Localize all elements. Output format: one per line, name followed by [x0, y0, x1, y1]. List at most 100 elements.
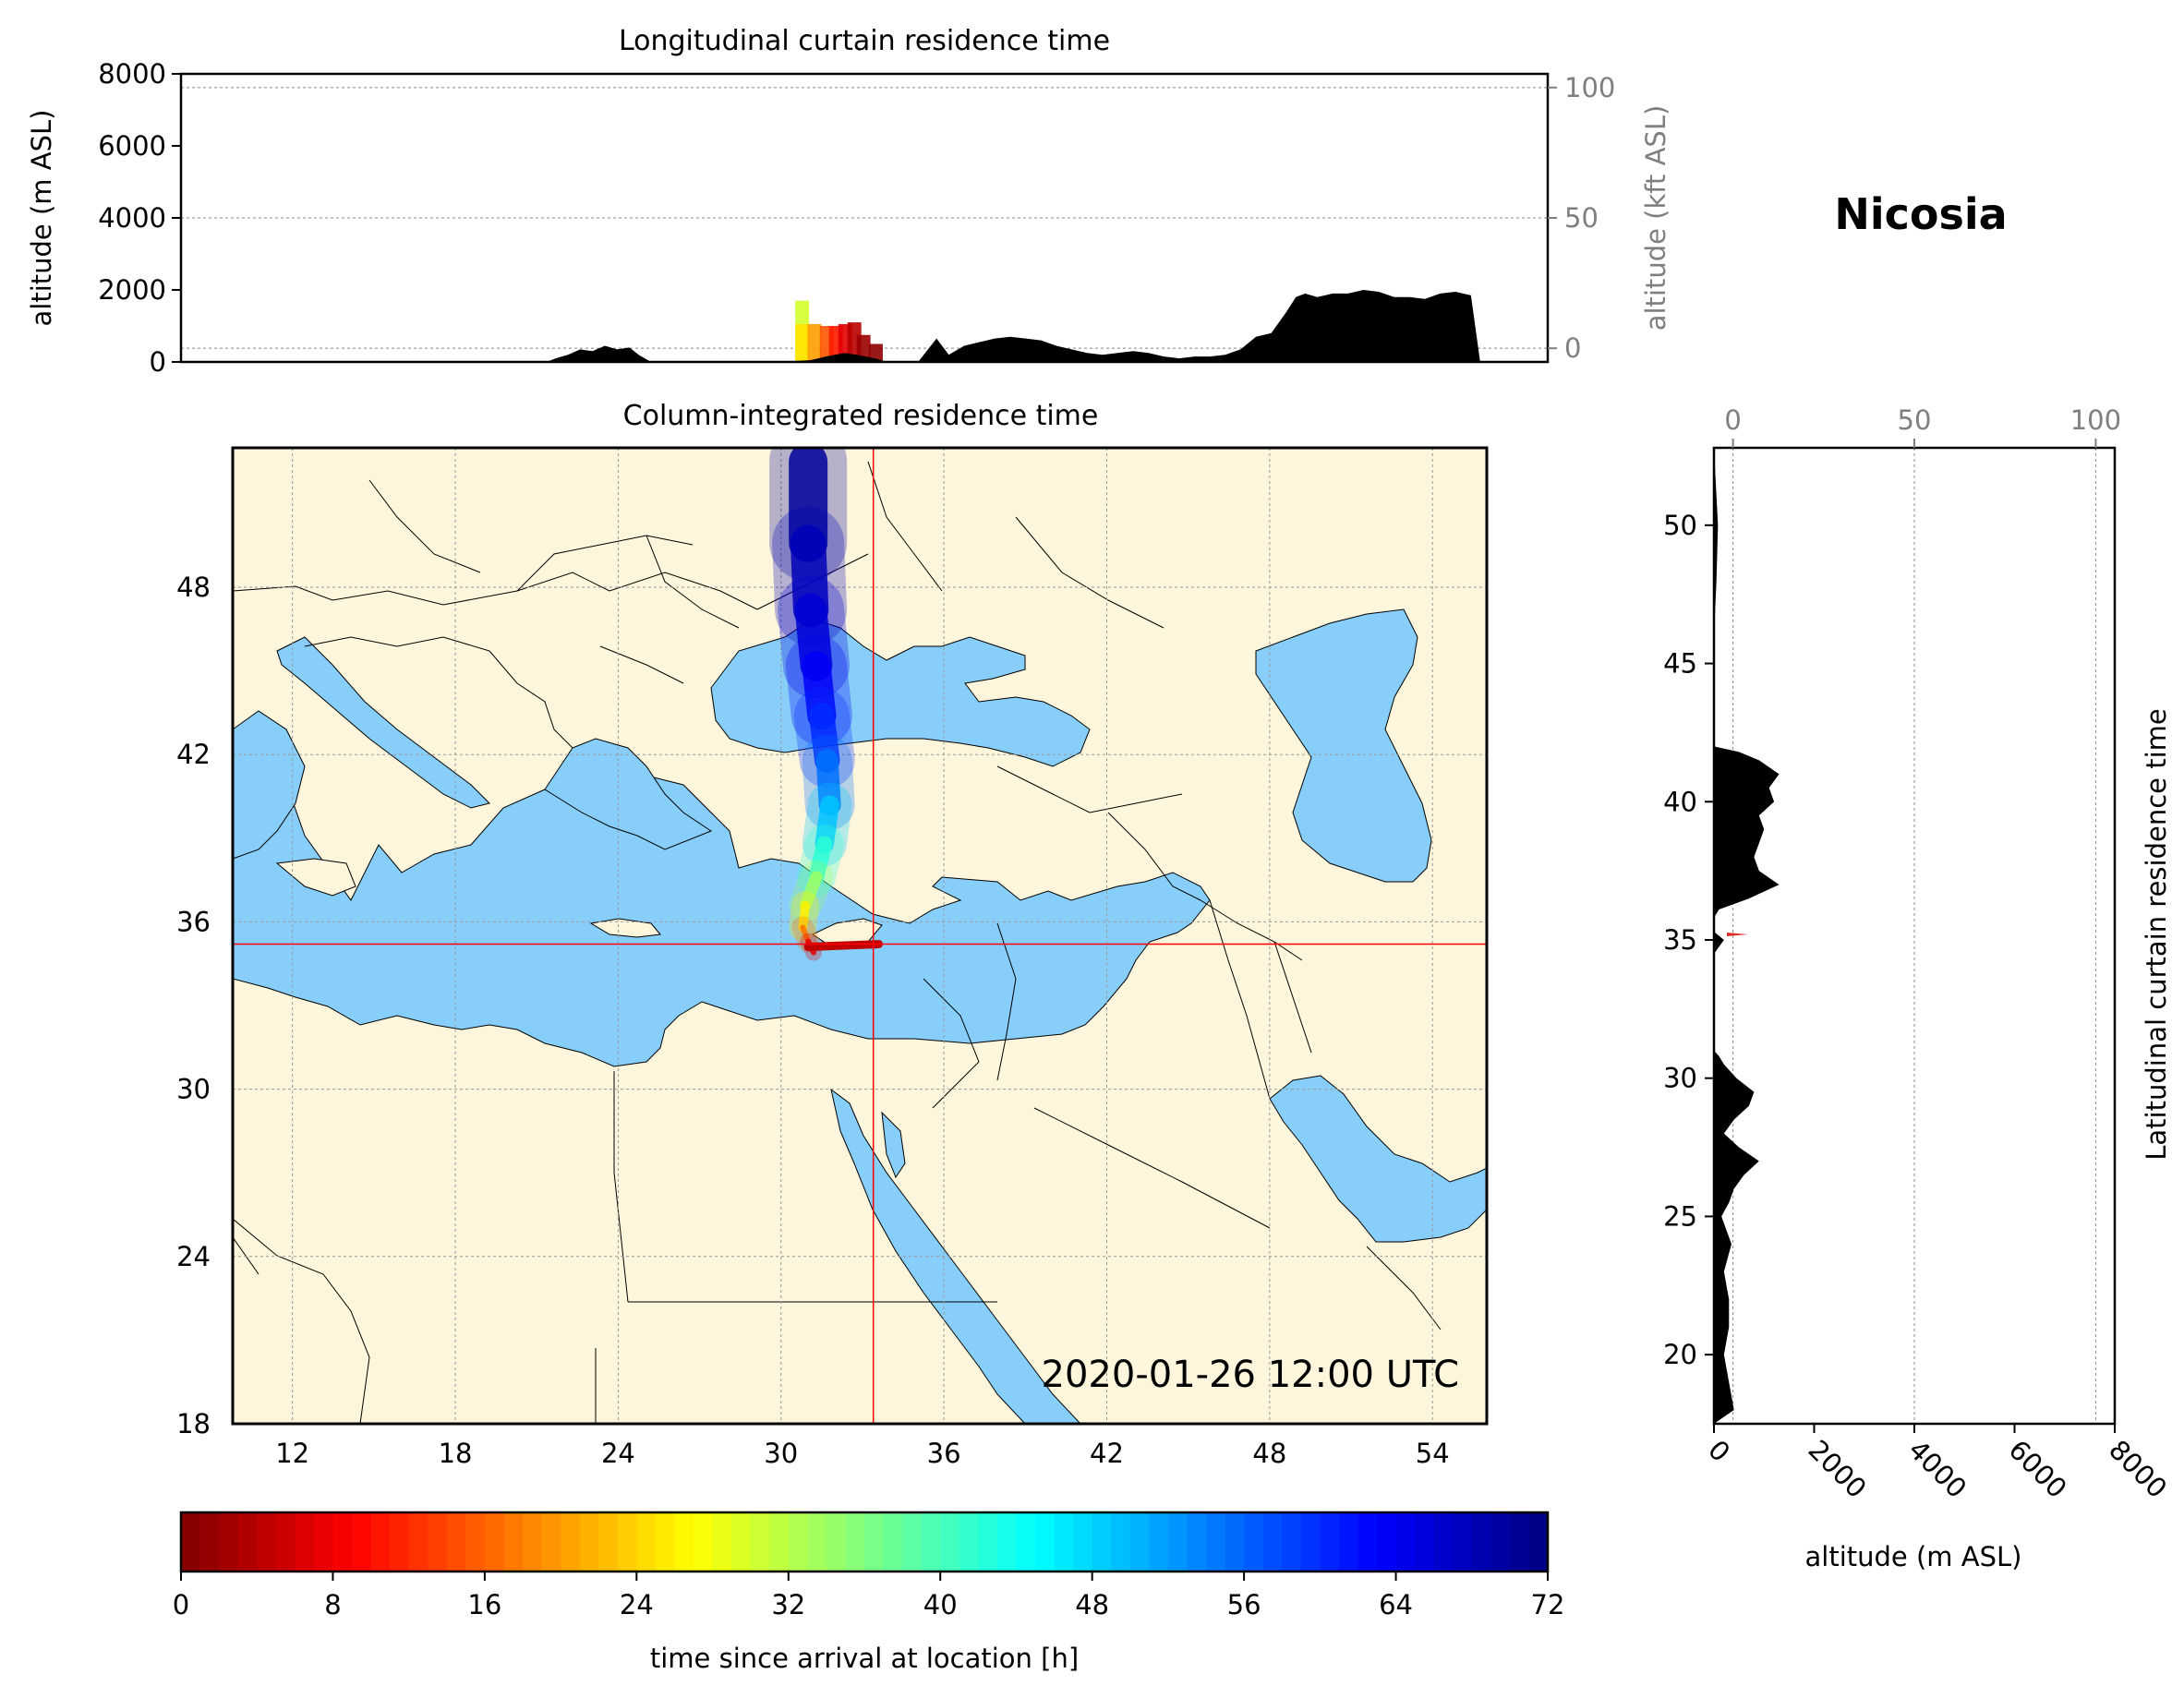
colorbar-segment — [1415, 1512, 1435, 1572]
colorbar-frame — [179, 1511, 1550, 1573]
colorbar-segment — [579, 1512, 599, 1572]
map-y-tick-label: 18 — [176, 1408, 211, 1439]
colorbar: 0 8 16 24 32 40 48 56 64 72 time since arrival at… — [173, 1511, 1565, 1674]
colorbar-segment — [1490, 1512, 1511, 1572]
longitudinal-plume-column — [856, 334, 871, 362]
colorbar-ticks: 0 8 16 24 32 40 48 56 64 72 — [173, 1572, 1565, 1620]
colorbar-segment — [902, 1512, 923, 1572]
trajectory-segment — [798, 900, 811, 933]
colorbar-segment — [465, 1512, 486, 1572]
colorbar-segment — [1377, 1512, 1397, 1572]
latitudinal-terrain — [1714, 448, 1780, 1424]
map-y-tick-label: 24 — [176, 1241, 211, 1272]
colorbar-segment — [921, 1512, 941, 1572]
colorbar-segments — [181, 1512, 1549, 1572]
longitudinal-ylabel-right: altitude (kft ASL) — [1640, 105, 1671, 331]
map-x-tick-label: 18 — [439, 1438, 473, 1469]
latitudinal-x-tick-label: 2000 — [1803, 1434, 1873, 1504]
latitudinal-grid — [1732, 448, 2096, 1424]
latitudinal-title: Latitudinal curtain residence time — [2141, 708, 2172, 1161]
longitudinal-y-tick-label: 2000 — [98, 274, 166, 306]
colorbar-segment — [1054, 1512, 1074, 1572]
colorbar-segment — [845, 1512, 865, 1572]
colorbar-segment — [826, 1512, 847, 1572]
longitudinal-plume — [795, 300, 883, 362]
adriatic-sea — [276, 636, 490, 809]
colorbar-segment — [1111, 1512, 1131, 1572]
colorbar-segment — [408, 1512, 428, 1572]
latitudinal-y-tick-label: 50 — [1663, 510, 1697, 541]
colorbar-tick-label: 72 — [1531, 1589, 1565, 1620]
map-x-tick-label: 36 — [927, 1438, 961, 1469]
colorbar-segment — [352, 1512, 372, 1572]
latitudinal-plume — [1727, 933, 1748, 936]
crete — [589, 918, 661, 938]
colorbar-segment — [712, 1512, 732, 1572]
colorbar-segment — [598, 1512, 619, 1572]
map-y-tick-label: 42 — [176, 739, 211, 770]
longitudinal-y-tick-label: 4000 — [98, 202, 166, 234]
map-y-tick-label: 36 — [176, 906, 211, 937]
longitudinal-y-right-tick-label: 0 — [1564, 332, 1581, 364]
longitudinal-ylabel: altitude (m ASL) — [26, 110, 57, 327]
map-x-tick-label: 30 — [764, 1438, 798, 1469]
colorbar-tick-label: 16 — [467, 1589, 501, 1620]
latitudinal-x-tick-label: 8000 — [2103, 1434, 2173, 1504]
longitudinal-plume-column — [807, 324, 822, 362]
colorbar-tick-label: 48 — [1075, 1589, 1109, 1620]
colorbar-segment — [503, 1512, 524, 1572]
map-trajectory — [769, 448, 884, 961]
colorbar-segment — [731, 1512, 752, 1572]
map-islands — [275, 858, 883, 947]
colorbar-segment — [275, 1512, 296, 1572]
latitudinal-y-tick-label: 35 — [1663, 924, 1697, 956]
colorbar-tick-label: 56 — [1227, 1589, 1261, 1620]
colorbar-segment — [390, 1512, 410, 1572]
mediterranean-sea — [233, 733, 1211, 1067]
longitudinal-y-ticks: 0 2000 4000 6000 8000 — [98, 58, 181, 378]
colorbar-tick-label: 40 — [923, 1589, 958, 1620]
colorbar-segment — [1320, 1512, 1340, 1572]
colorbar-segment — [332, 1512, 353, 1572]
tyrrhenian-sea — [233, 710, 306, 860]
gulf-of-aqaba — [881, 1111, 906, 1179]
colorbar-segment — [636, 1512, 657, 1572]
colorbar-segment — [237, 1512, 258, 1572]
latitudinal-y-tick-label: 40 — [1663, 786, 1697, 817]
colorbar-segment — [807, 1512, 827, 1572]
colorbar-tick-label: 0 — [173, 1589, 189, 1620]
longitudinal-y-right-tick-label: 100 — [1564, 72, 1615, 103]
map-y-tick-label: 48 — [176, 572, 211, 603]
colorbar-segment — [864, 1512, 885, 1572]
caspian-sea — [1255, 608, 1432, 883]
aegean-sea — [544, 738, 713, 850]
longitudinal-y-tick-label: 0 — [150, 346, 166, 378]
longitudinal-title: Longitudinal curtain residence time — [619, 25, 1110, 57]
colorbar-segment — [561, 1512, 581, 1572]
colorbar-segment — [257, 1512, 277, 1572]
latitudinal-x-ticks: 0 2000 4000 6000 8000 — [1702, 1424, 2173, 1504]
location-title: Nicosia — [1834, 189, 2007, 239]
longitudinal-plume-column — [795, 324, 810, 362]
map-borders — [233, 461, 1442, 1424]
colorbar-segment — [1092, 1512, 1112, 1572]
map-y-tick-label: 30 — [176, 1074, 211, 1105]
timestamp-label: 2020-01-26 12:00 UTC — [1042, 1354, 1459, 1396]
longitudinal-y-tick-label: 8000 — [98, 58, 166, 90]
colorbar-segment — [1300, 1512, 1321, 1572]
sicily — [275, 858, 356, 897]
red-sea — [830, 1088, 1081, 1424]
colorbar-segment — [1206, 1512, 1226, 1572]
latitudinal-y-tick-label: 30 — [1663, 1063, 1697, 1094]
map-x-ticks: 12 18 24 30 36 42 48 54 — [275, 1438, 1449, 1469]
colorbar-segment — [1282, 1512, 1302, 1572]
map-crosshair — [233, 448, 1487, 1424]
colorbar-segment — [313, 1512, 334, 1572]
colorbar-segment — [484, 1512, 505, 1572]
colorbar-segment — [446, 1512, 466, 1572]
latitudinal-x-ticks-top: 0 50 100 — [1724, 404, 2121, 448]
colorbar-label: time since arrival at location [h] — [650, 1643, 1079, 1674]
colorbar-segment — [370, 1512, 391, 1572]
colorbar-segment — [655, 1512, 676, 1572]
map-y-ticks: 18 24 30 36 42 48 — [176, 572, 211, 1439]
